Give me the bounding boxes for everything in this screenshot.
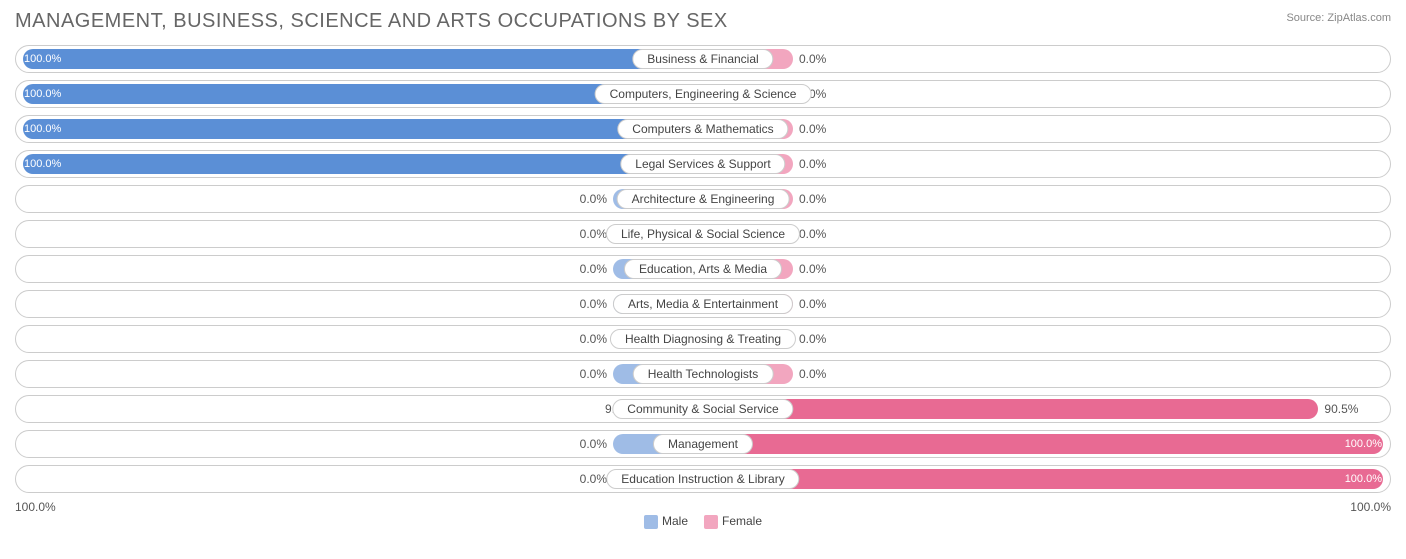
category-label: Legal Services & Support <box>620 154 785 174</box>
female-value-label: 90.5% <box>1324 402 1358 416</box>
category-label: Education, Arts & Media <box>624 259 782 279</box>
category-label: Business & Financial <box>632 49 773 69</box>
female-bar <box>703 434 1383 454</box>
chart-row: 100.0% 0.0% Legal Services & Support <box>15 150 1391 178</box>
chart-row: 0.0% 0.0% Education, Arts & Media <box>15 255 1391 283</box>
chart-row: 0.0% 0.0% Arts, Media & Entertainment <box>15 290 1391 318</box>
category-label: Management <box>653 434 753 454</box>
chart-row: 100.0% 0.0% Computers & Mathematics <box>15 115 1391 143</box>
category-label: Computers, Engineering & Science <box>595 84 812 104</box>
axis-right-label: 100.0% <box>1350 500 1391 514</box>
diverging-bar-chart: 100.0%0.0%Business & Financial100.0%0.0%… <box>15 45 1391 493</box>
category-label: Architecture & Engineering <box>617 189 790 209</box>
legend-female-label: Female <box>722 514 762 528</box>
chart-header: MANAGEMENT, BUSINESS, SCIENCE AND ARTS O… <box>15 10 1391 33</box>
chart-footer: 100.0% 100.0% Male Female <box>15 500 1391 518</box>
male-bar <box>23 49 703 69</box>
female-value-label: 0.0% <box>799 332 826 346</box>
axis-left-label: 100.0% <box>15 500 56 514</box>
male-bar <box>23 154 703 174</box>
chart-title: MANAGEMENT, BUSINESS, SCIENCE AND ARTS O… <box>15 10 728 33</box>
x-axis: 100.0% 100.0% <box>15 500 1391 514</box>
category-label: Computers & Mathematics <box>617 119 788 139</box>
chart-row: 0.0% 0.0% Architecture & Engineering <box>15 185 1391 213</box>
chart-row: 0.0% 0.0% Health Technologists <box>15 360 1391 388</box>
chart-row: 0.0% 100.0% Education Instruction & Librar… <box>15 465 1391 493</box>
category-label: Arts, Media & Entertainment <box>613 294 793 314</box>
chart-row: 100.0%0.0%Computers, Engineering & Scien… <box>15 80 1391 108</box>
category-label: Health Diagnosing & Treating <box>610 329 796 349</box>
male-value-label: 100.0% <box>24 53 61 65</box>
legend-female: Female <box>704 514 762 529</box>
male-value-label: 0.0% <box>580 297 607 311</box>
male-value-label: 0.0% <box>580 262 607 276</box>
source-label: Source: <box>1286 12 1324 24</box>
legend-male-label: Male <box>662 514 688 528</box>
chart-row: 9.5%90.5%Community & Social Service <box>15 395 1391 423</box>
female-bar <box>703 469 1383 489</box>
category-label: Life, Physical & Social Science <box>606 224 800 244</box>
male-value-label: 0.0% <box>580 437 607 451</box>
chart-source: Source: ZipAtlas.com <box>1286 12 1391 24</box>
chart-row: 0.0% 100.0% Management <box>15 430 1391 458</box>
legend-male: Male <box>644 514 688 529</box>
chart-row: 0.0% 0.0%Health Diagnosing & Treating <box>15 325 1391 353</box>
male-value-label: 100.0% <box>24 123 61 135</box>
male-value-label: 0.0% <box>580 367 607 381</box>
male-value-label: 100.0% <box>24 158 61 170</box>
female-value-label: 0.0% <box>799 262 826 276</box>
male-bar <box>23 119 703 139</box>
category-label: Health Technologists <box>633 364 774 384</box>
source-value: ZipAtlas.com <box>1327 12 1391 24</box>
male-swatch-icon <box>644 515 658 529</box>
female-value-label: 0.0% <box>799 192 826 206</box>
male-value-label: 0.0% <box>580 227 607 241</box>
category-label: Community & Social Service <box>612 399 793 419</box>
chart-row: 100.0% 0.0% Business & Financial <box>15 45 1391 73</box>
male-value-label: 0.0% <box>580 332 607 346</box>
female-value-label: 0.0% <box>799 157 826 171</box>
female-swatch-icon <box>704 515 718 529</box>
female-value-label: 0.0% <box>799 52 826 66</box>
category-label: Education Instruction & Library <box>606 469 799 489</box>
female-value-label: 0.0% <box>799 122 826 136</box>
female-value-label: 0.0% <box>799 297 826 311</box>
male-value-label: 0.0% <box>580 472 607 486</box>
female-value-label: 0.0% <box>799 227 826 241</box>
chart-row: 0.0% 0.0%Life, Physical & Social Science <box>15 220 1391 248</box>
legend: Male Female <box>644 514 762 529</box>
male-value-label: 100.0% <box>24 88 61 100</box>
female-value-label: 100.0% <box>1345 438 1382 450</box>
female-value-label: 0.0% <box>799 367 826 381</box>
female-value-label: 100.0% <box>1345 473 1382 485</box>
female-bar <box>703 399 1318 419</box>
male-value-label: 0.0% <box>580 192 607 206</box>
